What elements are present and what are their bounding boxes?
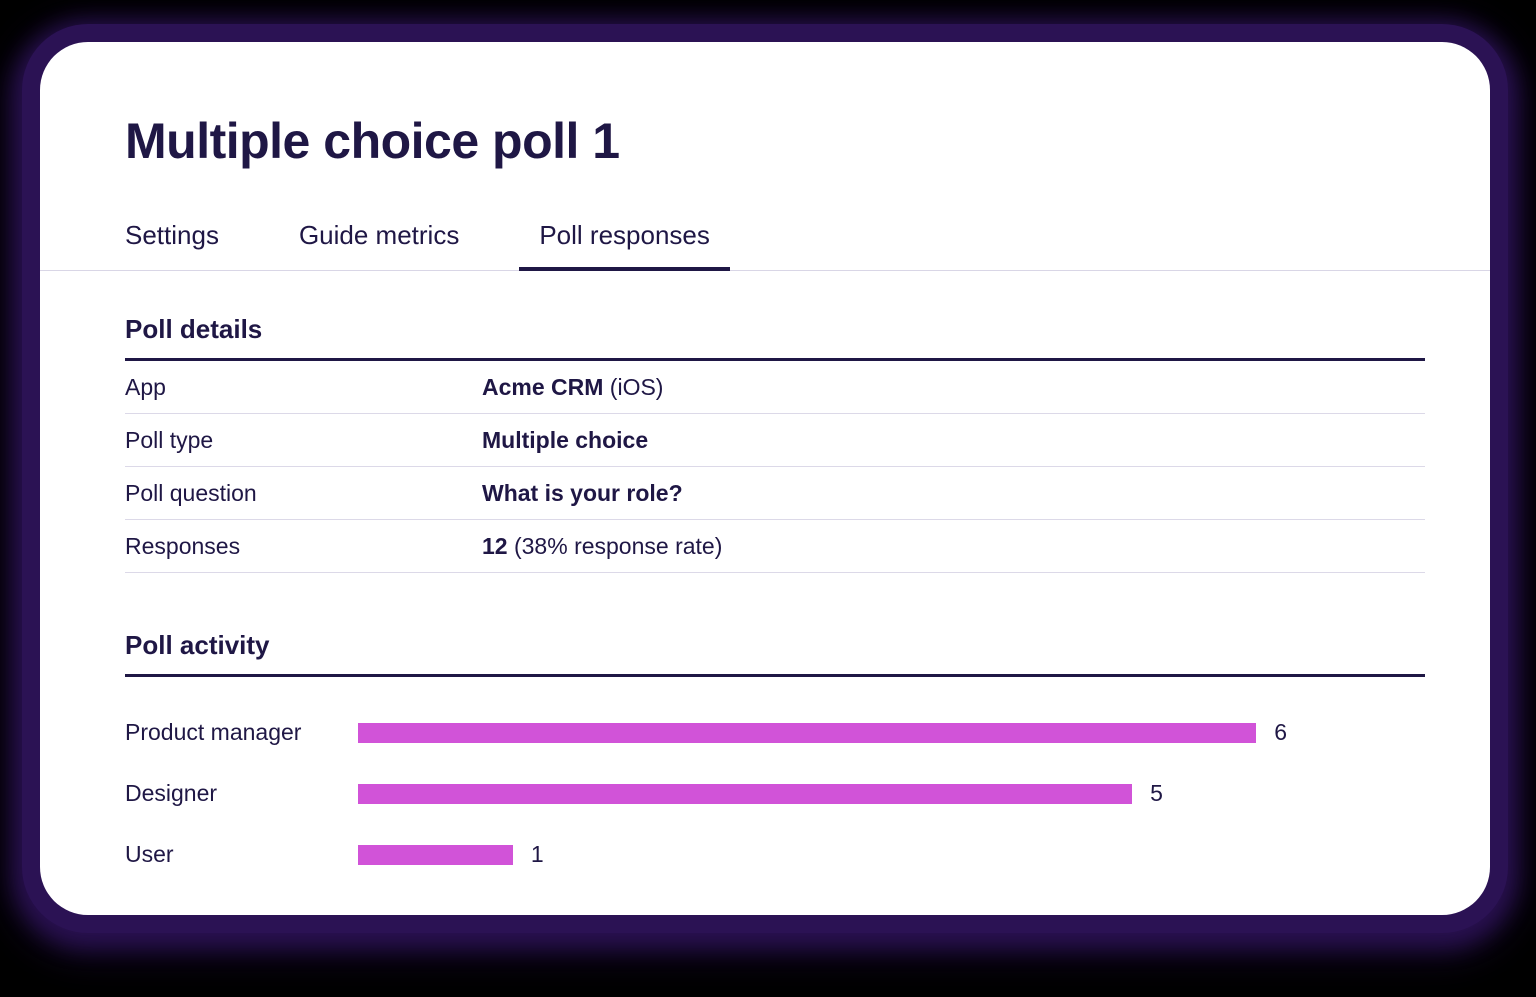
detail-row-responses: Responses 12 (38% response rate) [125,520,1425,573]
bar-designer [358,783,1133,804]
chart-category-label: Designer [125,780,218,806]
chart-row-product-manager: Product manager 6 [125,719,1425,746]
detail-row-poll-question: Poll question What is your role? [125,467,1425,520]
detail-value: What is your role? [482,480,683,507]
detail-label: Poll type [125,426,214,453]
detail-label: App [125,373,166,400]
poll-card: Multiple choice poll 1 Settings Guide me… [40,42,1490,915]
detail-value: 12 (38% response rate) [482,533,722,560]
bar-value-label: 6 [1274,719,1287,745]
chart-track: 5 [358,780,1287,806]
poll-activity-heading: Poll activity [125,630,1425,677]
detail-row-poll-type: Poll type Multiple choice [125,414,1425,467]
tab-poll-responses[interactable]: Poll responses [519,220,730,271]
chart-row-designer: Designer 5 [125,780,1425,807]
detail-value: Acme CRM (iOS) [482,374,663,401]
tab-bar: Settings Guide metrics Poll responses [40,220,1490,271]
detail-value-bold: Acme CRM [482,373,604,400]
detail-label: Poll question [125,479,257,506]
bar-product-manager [358,722,1257,743]
chart-track: 1 [358,841,1287,867]
poll-details-heading: Poll details [125,314,1425,361]
poll-activity-bar-chart: Product manager 6 Designer 5 User 1 [125,719,1425,868]
tab-settings[interactable]: Settings [105,220,239,271]
detail-value: Multiple choice [482,427,648,454]
page-title: Multiple choice poll 1 [125,113,620,169]
poll-details-table: App Acme CRM (iOS) Poll type Multiple ch… [125,361,1425,573]
chart-row-user: User 1 [125,841,1425,868]
detail-label: Responses [125,532,241,559]
detail-value-rest: (38% response rate) [507,532,723,559]
chart-category-label: User [125,841,174,867]
detail-value-bold: Multiple choice [482,426,649,453]
detail-value-bold: What is your role? [482,479,683,506]
chart-category-label: Product manager [125,719,302,745]
tab-guide-metrics[interactable]: Guide metrics [279,220,479,271]
detail-row-app: App Acme CRM (iOS) [125,361,1425,414]
detail-value-rest: (iOS) [603,373,664,400]
chart-track: 6 [358,719,1287,745]
bar-value-label: 5 [1150,780,1163,806]
bar-value-label: 1 [530,841,544,867]
detail-value-bold: 12 [482,532,508,559]
bar-user [358,844,513,865]
